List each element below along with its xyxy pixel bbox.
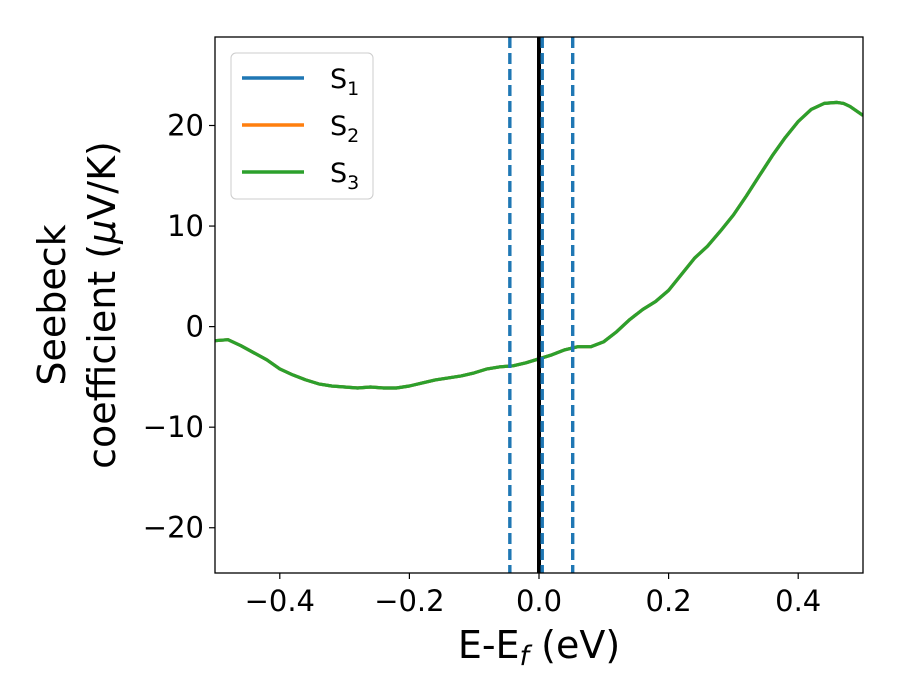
legend-label-2: S2 — [330, 111, 359, 147]
x-axis-label: E-Ef (eV) — [458, 623, 620, 672]
y-axis-label: Seebeck coefficient (μV/K) — [30, 141, 124, 469]
x-tick-label: 0.0 — [516, 584, 562, 618]
y-tick-label: 0 — [186, 310, 204, 344]
y-axis: −20 −10 0 10 20 — [143, 108, 215, 545]
y-tick-label: −20 — [143, 511, 204, 545]
legend: S1 S2 S3 — [230, 52, 374, 200]
x-tick-label: −0.2 — [374, 584, 444, 618]
y-tick-label: 20 — [167, 108, 204, 142]
series-line-3 — [215, 100, 863, 390]
y-axis-label-line2: coefficient (μV/K) — [80, 141, 124, 469]
x-tick-label: −0.4 — [245, 584, 315, 618]
x-tick-label: 0.4 — [775, 584, 821, 618]
legend-label-3: S3 — [330, 158, 359, 194]
x-axis: −0.4 −0.2 0.0 0.2 0.4 — [245, 573, 821, 618]
plot-area — [215, 37, 863, 573]
x-tick-label: 0.2 — [646, 584, 692, 618]
y-tick-label: 10 — [167, 209, 204, 243]
y-axis-label-line1: Seebeck — [30, 224, 74, 385]
legend-label-1: S1 — [330, 64, 359, 100]
y-tick-label: −10 — [143, 410, 204, 444]
